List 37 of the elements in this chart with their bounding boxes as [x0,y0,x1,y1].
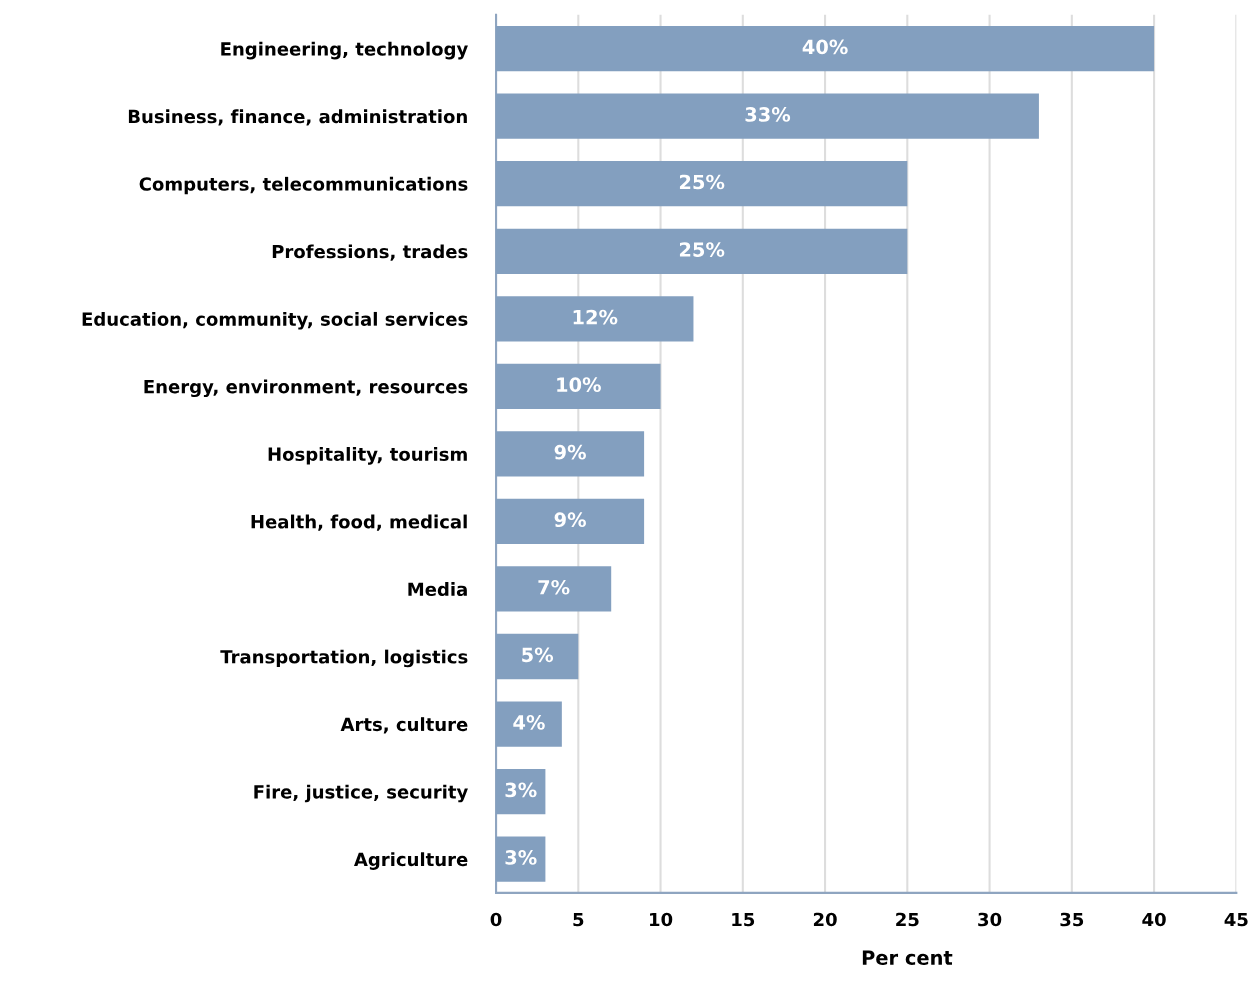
x-tick-label: 20 [813,912,837,927]
x-tick-label: 35 [1060,912,1084,927]
y-tick-label: Professions, trades [272,244,468,261]
data-label: 25% [679,242,725,257]
y-tick-label: Computers, telecommunications [139,176,468,195]
y-tick-label: Education, community, social services [82,311,468,330]
x-axis-title: Per cent [862,950,953,966]
x-tick-label: 15 [732,912,755,927]
data-label: 12% [573,309,618,325]
data-label: 9% [554,512,586,528]
data-label: 40% [802,39,848,55]
x-tick-label: 45 [1224,912,1248,927]
data-label: 3% [505,782,537,798]
data-label: 25% [679,174,725,190]
x-tick-label: 0 [490,912,502,927]
x-tick-label: 40 [1142,912,1166,927]
y-tick-label: Agriculture [353,852,468,870]
data-label: 7% [538,579,570,595]
data-label: 33% [745,107,791,122]
y-tick-label: Engineering, technology [221,41,468,60]
data-label: 3% [505,850,537,865]
y-tick-label: Hospitality, tourism [268,447,467,465]
y-tick-label: Business, finance, administration [128,109,467,126]
data-label: 5% [522,647,554,663]
x-tick-label: 5 [573,912,584,927]
x-tick-label: 10 [650,912,673,927]
x-tick-label: 30 [978,912,1002,927]
data-label: 4% [513,714,545,730]
y-tick-label: Media [408,582,467,597]
y-tick-label: Health, food, medical [251,514,467,531]
data-label: 9% [554,444,586,460]
x-tick-label: 25 [896,912,919,927]
data-label: 10% [557,377,601,392]
y-tick-label: Transportation, logistics [220,649,468,668]
y-tick-label: Arts, culture [340,717,468,734]
y-tick-label: Fire, justice, security [254,784,468,803]
y-tick-label: Energy, environment, resources [144,379,468,398]
